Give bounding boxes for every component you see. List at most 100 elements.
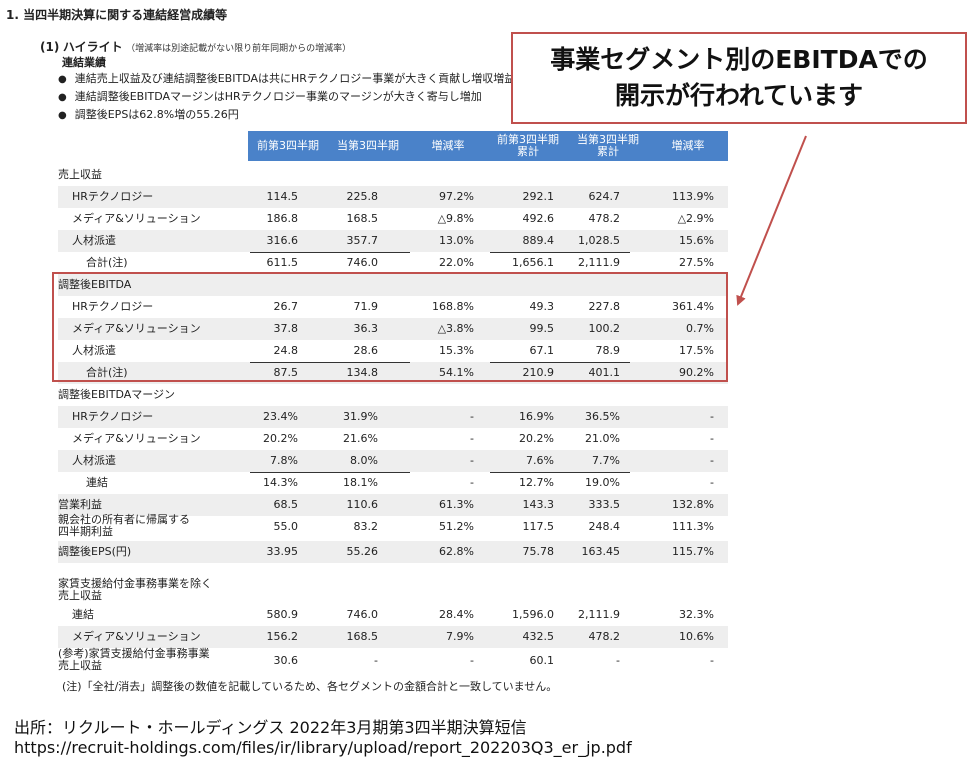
table-cell: 432.5: [522, 630, 555, 643]
table-row: 家賃支援給付金事務事業を除く 売上収益: [58, 578, 728, 602]
table-row: 営業利益 68.5 110.6 61.3% 143.3 333.5 132.8%: [58, 494, 728, 516]
table-cell: -: [470, 476, 474, 489]
table-cell: 316.6: [266, 234, 299, 247]
table-cell: 99.5: [529, 322, 555, 335]
table-cell: 15.3%: [439, 344, 474, 357]
table-cell: 8.0%: [350, 454, 378, 467]
table-row: メディア&ソリューション 186.8 168.5 △9.8% 492.6 478.2 △2.…: [58, 208, 728, 230]
table-row: (参考)家賃支援給付金事務事業 売上収益 30.6 - - 60.1 - -: [58, 648, 728, 672]
table-cell: -: [710, 454, 714, 467]
table-cell: 478.2: [588, 630, 621, 643]
row-label: 売上収益: [58, 168, 102, 181]
table-row: 親会社の所有者に帰属する 四半期利益 55.0 83.2 51.2% 117.5 248.…: [58, 513, 728, 538]
table-cell: 1,596.0: [512, 608, 554, 621]
table-cell: 61.3%: [439, 498, 474, 511]
table-cell: -: [710, 476, 714, 489]
table-cell: 1,028.5: [578, 234, 620, 247]
row-label: 人材派遣: [72, 344, 116, 357]
row-label: 合計(注): [86, 256, 128, 269]
table-cell: 110.6: [346, 498, 379, 511]
table-cell: 746.0: [346, 608, 379, 621]
table-cell: 227.8: [588, 300, 621, 313]
table-cell: 492.6: [522, 212, 555, 225]
table-cell: 163.45: [581, 545, 621, 558]
table-cell: 17.5%: [679, 344, 714, 357]
subtotal-rule: [250, 252, 410, 253]
section-heading: 1. 当四半期決算に関する連結経営成績等: [6, 8, 228, 22]
table-cell: 7.9%: [446, 630, 474, 643]
row-label: 調整後EBITDAマージン: [58, 388, 176, 401]
table-row: 連結 580.9 746.0 28.4% 1,596.0 2,111.9 32.3%: [58, 604, 728, 626]
table-cell: 111.3%: [672, 520, 714, 533]
subtotal-rule: [490, 362, 630, 363]
row-label: 連結: [86, 476, 108, 489]
subtotal-rule: [250, 362, 410, 363]
row-label: HRテクノロジー: [72, 190, 154, 203]
table-cell: 225.8: [346, 190, 379, 203]
table-row: HRテクノロジー 26.7 71.9 168.8% 49.3 227.8 361.4%: [58, 296, 728, 318]
table-row: 連結 14.3% 18.1% - 12.7% 19.0% -: [58, 472, 728, 494]
table-cell: 186.8: [266, 212, 299, 225]
table-cell: △2.9%: [677, 212, 714, 225]
table-cell: 21.6%: [343, 432, 378, 445]
table-cell: 75.78: [522, 545, 555, 558]
table-cell: 12.7%: [519, 476, 554, 489]
table-cell: 19.0%: [585, 476, 620, 489]
table-cell: -: [470, 454, 474, 467]
table-cell: 55.0: [273, 520, 299, 533]
table-cell: 114.5: [266, 190, 299, 203]
table-cell: 0.7%: [686, 322, 714, 335]
table-row: 人材派遣 316.6 357.7 13.0% 889.4 1,028.5 15.6%: [58, 230, 728, 252]
table-cell: 889.4: [522, 234, 555, 247]
table-cell: 33.95: [266, 545, 299, 558]
table-footnote: (注)「全社/消去」調整後の数値を記載しているため、各セグメントの金額合計と一致…: [62, 680, 558, 693]
table-cell: 611.5: [266, 256, 299, 269]
table-cell: 10.6%: [679, 630, 714, 643]
bullet-list: 連結売上収益及び連結調整後EBITDAは共にHRテクノロジー事業が大きく貢献し増…: [58, 70, 528, 124]
table-cell: 580.9: [266, 608, 299, 621]
table-row: 合計(注) 611.5 746.0 22.0% 1,656.1 2,111.9 27.5%: [58, 252, 728, 274]
row-label: 親会社の所有者に帰属する 四半期利益: [58, 513, 190, 538]
table-cell: 117.5: [522, 520, 555, 533]
column-header: 前第3四半期 累計: [497, 133, 559, 158]
table-cell: -: [616, 654, 620, 667]
table-cell: 55.26: [346, 545, 379, 558]
table-cell: 28.6: [353, 344, 379, 357]
table-cell: 20.2%: [519, 432, 554, 445]
table-cell: 16.9%: [519, 410, 554, 423]
table-cell: 71.9: [353, 300, 379, 313]
row-label: HRテクノロジー: [72, 410, 154, 423]
row-label: 人材派遣: [72, 454, 116, 467]
table-cell: 248.4: [588, 520, 621, 533]
table-cell: 7.7%: [592, 454, 620, 467]
results-title: 連結業績: [62, 56, 106, 69]
row-label: メディア&ソリューション: [72, 212, 201, 225]
table-cell: 13.0%: [439, 234, 474, 247]
column-header: 当第3四半期 累計: [577, 133, 639, 158]
table-row: 人材派遣 7.8% 8.0% - 7.6% 7.7% -: [58, 450, 728, 472]
table-cell: 2,111.9: [578, 256, 620, 269]
table-cell: -: [710, 432, 714, 445]
table-cell: 62.8%: [439, 545, 474, 558]
table-cell: -: [470, 432, 474, 445]
table-cell: 36.3: [353, 322, 379, 335]
table-cell: 27.5%: [679, 256, 714, 269]
table-cell: 15.6%: [679, 234, 714, 247]
row-label: 調整後EBITDA: [58, 278, 132, 291]
table-row: 合計(注) 87.5 134.8 54.1% 210.9 401.1 90.2%: [58, 362, 728, 384]
table-cell: 134.8: [346, 366, 379, 379]
table-row: HRテクノロジー 114.5 225.8 97.2% 292.1 624.7 113.9%: [58, 186, 728, 208]
table-cell: 22.0%: [439, 256, 474, 269]
table-cell: 87.5: [273, 366, 299, 379]
table-cell: 357.7: [346, 234, 379, 247]
table-cell: 28.4%: [439, 608, 474, 621]
table-cell: -: [710, 654, 714, 667]
table-cell: 83.2: [353, 520, 379, 533]
table-cell: 14.3%: [263, 476, 298, 489]
table-cell: 478.2: [588, 212, 621, 225]
table-cell: -: [470, 410, 474, 423]
table-cell: 30.6: [273, 654, 299, 667]
table-cell: 49.3: [529, 300, 555, 313]
table-cell: 115.7%: [672, 545, 714, 558]
source-url[interactable]: https://recruit-holdings.com/files/ir/li…: [14, 738, 632, 757]
